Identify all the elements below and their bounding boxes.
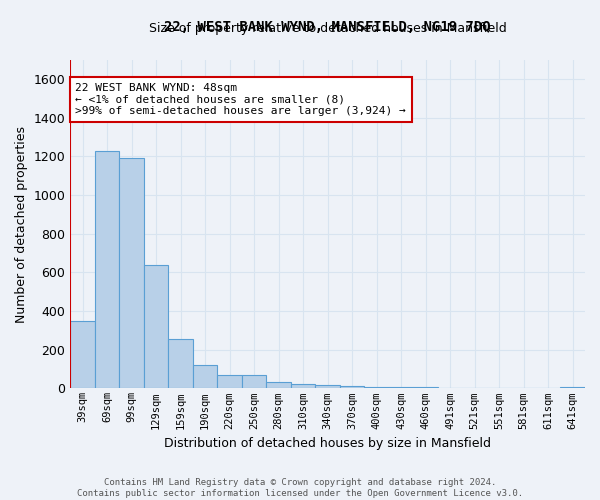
Bar <box>340 386 364 388</box>
Bar <box>291 384 316 388</box>
Bar <box>242 375 266 388</box>
Bar <box>266 382 291 388</box>
Text: 22, WEST BANK WYND, MANSFIELD, NG19 7DQ: 22, WEST BANK WYND, MANSFIELD, NG19 7DQ <box>164 20 491 34</box>
Bar <box>144 264 169 388</box>
Bar <box>560 387 585 388</box>
Bar <box>169 339 193 388</box>
Title: Size of property relative to detached houses in Mansfield: Size of property relative to detached ho… <box>149 22 506 35</box>
Text: Contains HM Land Registry data © Crown copyright and database right 2024.
Contai: Contains HM Land Registry data © Crown c… <box>77 478 523 498</box>
Bar <box>217 375 242 388</box>
Bar <box>193 365 217 388</box>
Bar <box>119 158 144 388</box>
Y-axis label: Number of detached properties: Number of detached properties <box>15 126 28 322</box>
Bar <box>70 320 95 388</box>
X-axis label: Distribution of detached houses by size in Mansfield: Distribution of detached houses by size … <box>164 437 491 450</box>
Text: 22 WEST BANK WYND: 48sqm
← <1% of detached houses are smaller (8)
>99% of semi-d: 22 WEST BANK WYND: 48sqm ← <1% of detach… <box>76 83 406 116</box>
Bar <box>316 386 340 388</box>
Bar <box>95 150 119 388</box>
Bar <box>364 387 389 388</box>
